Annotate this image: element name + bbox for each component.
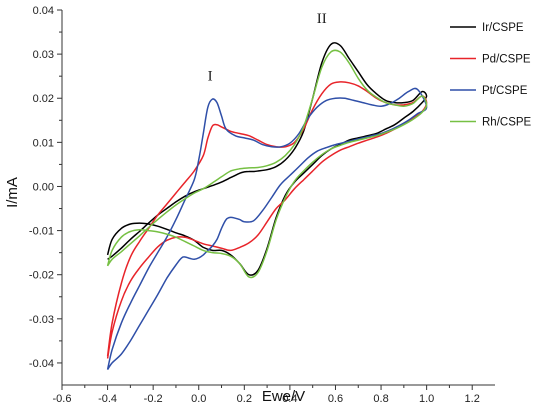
y-tick-label: -0.03	[29, 314, 54, 326]
x-tick-label: -0.4	[98, 393, 117, 405]
x-tick-label: 0.4	[282, 393, 297, 405]
x-tick-label: 0.2	[237, 393, 252, 405]
y-tick-label: 0.02	[33, 93, 54, 105]
series-line-rh-cspe	[106, 49, 428, 279]
x-tick-label: -0.6	[53, 393, 72, 405]
y-tick-label: 0.00	[33, 181, 54, 193]
plot-area: -0.6 -0.4 -0.2 0.0 0.2 0.4 0.6 0.8 1.0 1.2 -0.04-…	[29, 5, 495, 405]
y-tick-label: -0.02	[29, 270, 54, 282]
legend-label: Pd/CSPE	[482, 54, 531, 66]
legend-label: Ir/CSPE	[482, 22, 524, 34]
series-line-pt-cspe	[106, 87, 428, 371]
series-line-ir-cspe	[106, 42, 428, 276]
x-tick-label: 1.2	[465, 393, 480, 405]
y-axis-ticks: -0.04 -0.03 -0.02 -0.01 0.00 0.01 0.02 0.03 0.04	[29, 5, 62, 370]
y-tick-label: 0.04	[33, 5, 54, 17]
series-layer	[106, 42, 428, 371]
series-line-pd-cspe	[106, 81, 428, 359]
x-tick-label: 0.0	[191, 393, 206, 405]
x-axis-ticks: -0.6 -0.4 -0.2 0.0 0.2 0.4 0.6 0.8 1.0 1.2	[53, 385, 480, 405]
annotation-layer: III	[208, 11, 327, 84]
peak-annotation: II	[317, 11, 327, 27]
legend-label: Pt/CSPE	[482, 85, 528, 97]
y-tick-label: -0.01	[29, 226, 54, 238]
x-tick-label: 0.6	[328, 393, 343, 405]
x-tick-label: -0.2	[144, 393, 163, 405]
y-tick-label: -0.04	[29, 358, 54, 370]
x-axis-title: Ewe/V	[262, 388, 305, 405]
peak-annotation: I	[208, 69, 213, 85]
x-tick-label: 1.0	[419, 393, 434, 405]
x-tick-label: 0.8	[373, 393, 388, 405]
y-tick-label: 0.03	[33, 49, 54, 61]
y-tick-label: 0.01	[33, 137, 54, 149]
y-axis-title: I/mA	[4, 177, 21, 208]
legend: Ir/CSPE Pd/CSPE Pt/CSPE Rh/CSPE	[450, 22, 532, 129]
legend-label: Rh/CSPE	[482, 117, 532, 129]
